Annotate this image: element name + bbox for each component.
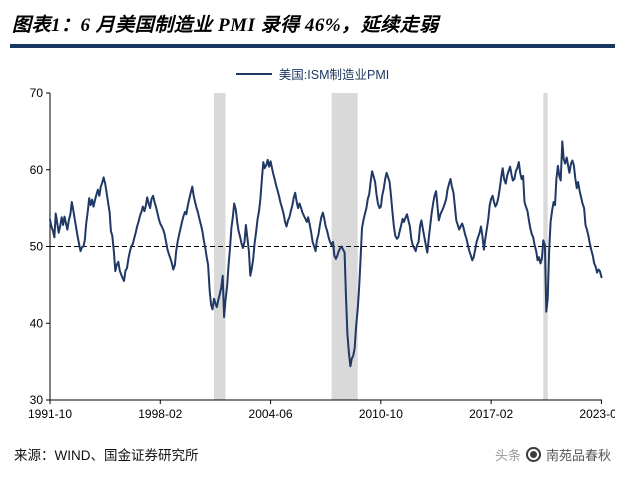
watermark: 头条 南苑品春秋 — [495, 445, 611, 464]
x-axis-tick-label: 2023-06 — [579, 407, 615, 421]
watermark-platform: 头条 — [494, 447, 521, 463]
x-axis-tick-label: 2004-06 — [249, 407, 293, 421]
y-axis-tick-label: 40 — [30, 316, 44, 330]
watermark-account: 南苑品春秋 — [545, 447, 611, 463]
chart-legend: 美国:ISM制造业PMI — [10, 64, 615, 83]
figure-footer: 来源：WIND、国金证券研究所 头条 南苑品春秋 — [10, 444, 615, 464]
source-note: 来源：WIND、国金证券研究所 — [14, 448, 199, 463]
x-axis-tick-label: 2010-10 — [359, 407, 403, 421]
y-axis-tick-label: 50 — [30, 240, 44, 254]
x-axis-tick-label: 1998-02 — [138, 407, 182, 421]
figure-header: 图表1：6 月美国制造业 PMI 录得 46%，延续走弱 — [10, 8, 615, 44]
pmi-series-line — [49, 140, 603, 368]
title-underline — [10, 44, 615, 48]
recession-band — [331, 93, 358, 400]
legend-line-swatch — [235, 72, 272, 75]
y-axis-tick-label: 30 — [30, 393, 44, 407]
legend-label: 美国:ISM制造业PMI — [278, 68, 390, 82]
x-axis-tick-label: 2017-02 — [469, 407, 513, 421]
x-axis-tick-label: 1991-10 — [28, 407, 72, 421]
figure-title: 图表1：6 月美国制造业 PMI 录得 46%，延续走弱 — [12, 15, 439, 36]
figure-page: 图表1：6 月美国制造业 PMI 录得 46%，延续走弱 美国:ISM制造业PM… — [10, 8, 615, 464]
y-axis-tick-label: 70 — [30, 86, 44, 100]
y-axis-tick-label: 60 — [30, 163, 44, 177]
toutiao-logo-icon — [525, 446, 541, 462]
